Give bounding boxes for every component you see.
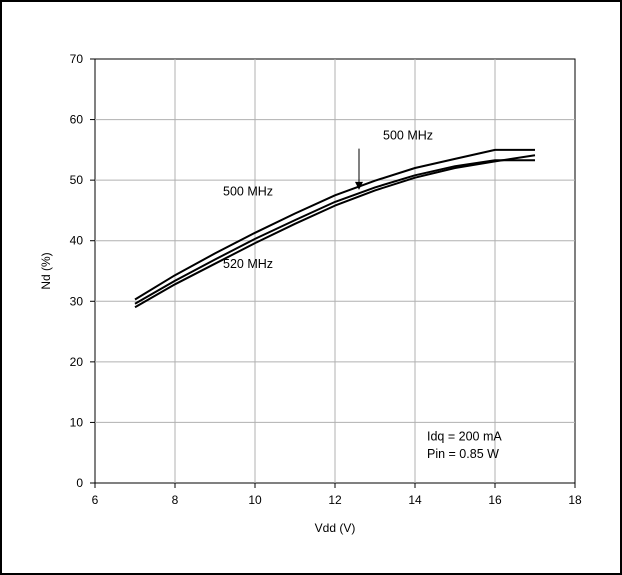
x-axis-title: Vdd (V) bbox=[315, 521, 356, 535]
series-line-1 bbox=[134, 148, 535, 301]
y-tick-label: 40 bbox=[70, 234, 84, 248]
annotation-label: Pin = 0.85 W bbox=[427, 447, 499, 461]
annotation-label: 500 MHz bbox=[223, 184, 273, 198]
y-tick-label: 0 bbox=[76, 476, 83, 490]
x-tick-label: 18 bbox=[568, 493, 582, 507]
y-tick-label: 30 bbox=[70, 294, 84, 308]
x-tick-label: 14 bbox=[408, 493, 422, 507]
y-tick-label: 70 bbox=[70, 52, 84, 66]
gridlines bbox=[95, 59, 575, 483]
y-axis-title: Nd (%) bbox=[39, 252, 53, 289]
annotations: 500 MHz 500 MHz 520 MHz Idq = 200 mA Pin = 0… bbox=[223, 129, 502, 462]
x-tick-labels: 6 8 10 12 14 16 18 bbox=[92, 483, 582, 507]
annotation-label: 520 MHz bbox=[223, 257, 273, 271]
x-tick-label: 10 bbox=[248, 493, 262, 507]
y-tick-label: 60 bbox=[70, 113, 84, 127]
annotation-label: 500 MHz bbox=[383, 129, 433, 143]
y-tick-label: 20 bbox=[70, 355, 84, 369]
annotation-arrow-head bbox=[355, 181, 363, 190]
y-tick-label: 50 bbox=[70, 173, 84, 187]
series-line-3 bbox=[134, 154, 536, 309]
y-tick-labels: 0 10 20 30 40 50 60 70 bbox=[70, 52, 95, 490]
annotation-label: Idq = 200 mA bbox=[427, 430, 502, 444]
x-tick-label: 12 bbox=[328, 493, 342, 507]
series-line-2 bbox=[134, 159, 535, 305]
x-tick-label: 6 bbox=[92, 493, 99, 507]
x-tick-label: 8 bbox=[172, 493, 179, 507]
y-tick-label: 10 bbox=[70, 415, 84, 429]
series-lines bbox=[134, 148, 536, 309]
x-tick-label: 16 bbox=[488, 493, 502, 507]
